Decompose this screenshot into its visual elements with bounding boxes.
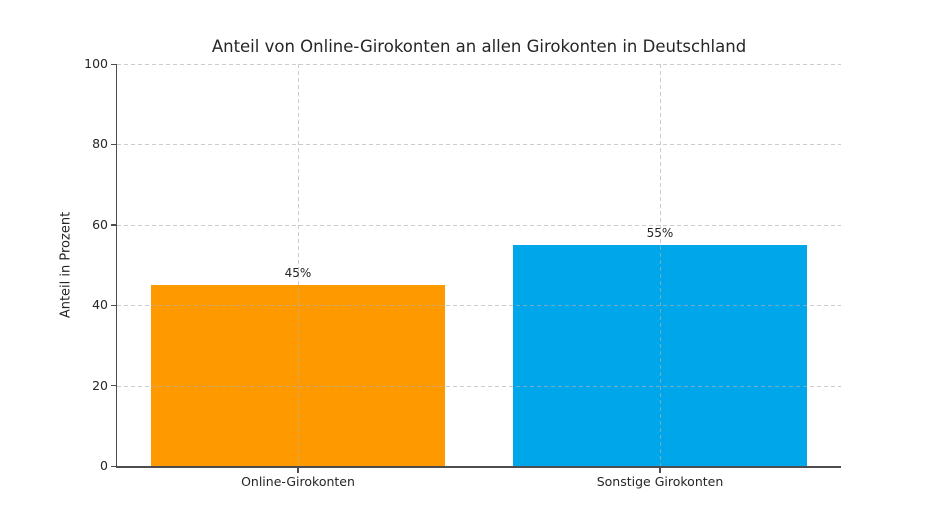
chart-title: Anteil von Online-Girokonten an allen Gi… [211, 37, 747, 56]
x-tick-mark-1 [659, 468, 661, 473]
y-gridline-40 [117, 305, 841, 307]
y-tick-mark-100 [110, 63, 116, 65]
bar-value-label-1: 55% [646, 225, 674, 240]
y-gridline-60 [117, 224, 841, 226]
y-tick-mark-80 [110, 143, 116, 146]
bar-value-label-0: 45% [284, 266, 312, 281]
x-tick-label-1: Sonstige Girokonten [596, 474, 724, 489]
x-gridline-0 [298, 64, 299, 466]
y-tick-mark-40 [110, 304, 116, 307]
y-tick-label-60: 60 [92, 216, 108, 232]
y-tick-label-80: 80 [92, 136, 108, 152]
y-tick-label-40: 40 [92, 297, 108, 313]
y-tick-label-100: 100 [84, 56, 108, 71]
y-tick-mark-60 [110, 224, 116, 226]
x-gridline-1 [660, 64, 661, 466]
x-axis-spine [115, 466, 841, 468]
y-gridline-100 [117, 64, 841, 65]
y-axis-spine [115, 64, 117, 468]
y-tick-mark-0 [110, 465, 116, 467]
y-tick-label-20: 20 [92, 377, 108, 393]
x-tick-mark-0 [297, 468, 299, 473]
y-gridline-20 [117, 385, 841, 387]
bar-online-girokonten [151, 285, 445, 466]
bar-sonstige-girokonten [513, 244, 807, 466]
y-tick-label-0: 0 [100, 458, 108, 473]
x-tick-label-0: Online-Girokonten [241, 474, 355, 489]
y-gridline-80 [117, 144, 841, 146]
y-tick-mark-20 [110, 385, 116, 387]
